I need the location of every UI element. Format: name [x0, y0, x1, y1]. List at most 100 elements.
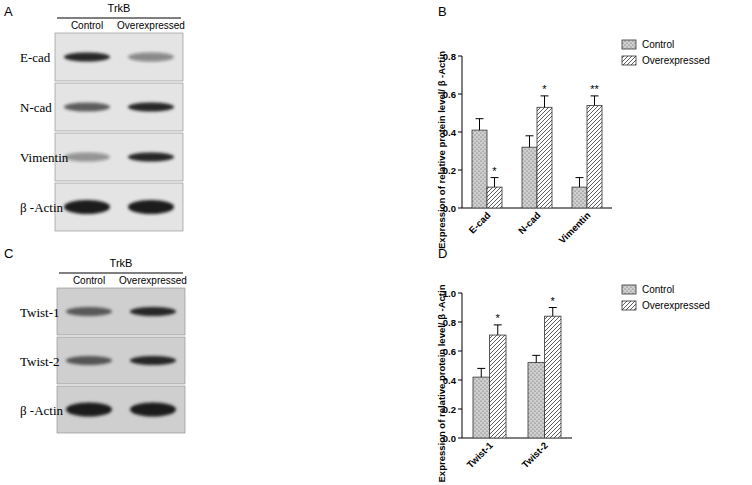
lane-label: Control: [73, 275, 105, 286]
x-tick-label: Vimentin: [556, 210, 592, 246]
blot-header: TrkB: [108, 2, 131, 14]
row-label: Twist-2: [20, 354, 60, 369]
y-axis-label: Expression of relative protein level/ β …: [436, 51, 447, 249]
bar: [473, 377, 490, 438]
lane-label: Overexpressed: [119, 275, 187, 286]
legend-swatch: [622, 40, 636, 49]
bar: [537, 107, 552, 208]
lane-label: Control: [71, 20, 103, 31]
error-bar: [477, 368, 485, 377]
legend: Control Overexpressed: [622, 39, 710, 66]
legend: Control Overexpressed: [622, 284, 710, 311]
band: [66, 403, 112, 417]
y-tick-label: 0.4: [443, 375, 457, 386]
band: [130, 356, 176, 365]
band: [128, 200, 174, 214]
header-line: [59, 273, 183, 274]
y-tick: [458, 94, 462, 95]
blot-strip: [55, 133, 183, 181]
western-blot: TrkB Control Overexpressed E-cad N-cad Viment…: [20, 2, 185, 231]
significance: *: [492, 165, 497, 177]
band: [130, 403, 176, 417]
legend-label: Overexpressed: [642, 55, 710, 66]
band: [64, 53, 110, 62]
y-tick: [458, 380, 462, 381]
y-tick: [458, 293, 462, 294]
blot-strip: [55, 183, 183, 231]
legend-swatch: [622, 285, 636, 294]
lane-label: Overexpressed: [117, 20, 185, 31]
row-label: β -Actin: [20, 403, 64, 418]
blot-strip: [55, 33, 183, 81]
bar: [587, 105, 602, 208]
legend-label: Control: [642, 39, 674, 50]
significance: *: [496, 312, 501, 324]
significance: **: [590, 83, 599, 95]
figure: ABCDTrkBControlOverexpressedE-cadN-cadVi…: [0, 0, 752, 485]
background: [0, 0, 752, 485]
band: [64, 200, 110, 214]
band: [128, 153, 174, 162]
row-label: Twist-1: [20, 305, 60, 320]
legend-swatch: [622, 301, 636, 310]
y-tick: [458, 409, 462, 410]
error-bar: [549, 308, 557, 317]
bar: [472, 130, 487, 208]
x-tick-label: Twist-1: [464, 439, 495, 470]
blot-header: TrkB: [110, 257, 133, 269]
legend-label: Overexpressed: [642, 300, 710, 311]
marks: [472, 96, 602, 208]
bar: [490, 335, 507, 438]
western-blot: TrkB Control Overexpressed Twist-1 Twist-2 β …: [20, 257, 187, 433]
panel-label: B: [438, 4, 447, 19]
y-tick-label: 0.8: [443, 51, 456, 62]
significance: *: [542, 83, 547, 95]
error-bar: [476, 119, 484, 130]
row-label: β -Actin: [20, 200, 64, 215]
error-bar: [494, 325, 502, 335]
y-tick-label: 0.8: [443, 317, 456, 328]
bar: [545, 316, 562, 438]
y-axis: [462, 293, 463, 438]
blot-strip: [55, 83, 183, 131]
error-bar: [541, 96, 549, 107]
y-tick: [458, 170, 462, 171]
y-tick: [458, 132, 462, 133]
significance: *: [551, 295, 556, 307]
band: [64, 103, 110, 112]
y-tick: [458, 438, 462, 439]
panel-label: A: [4, 4, 13, 19]
x-tick-label: Twist-2: [519, 440, 549, 470]
y-tick-label: 0.0: [443, 203, 456, 214]
y-tick: [458, 56, 462, 57]
y-tick-label: 0.2: [443, 404, 456, 415]
error-bar: [532, 355, 540, 362]
band: [130, 307, 176, 316]
blot-strip: [57, 337, 185, 384]
error-bar: [591, 96, 599, 106]
band: [128, 103, 174, 112]
bar: [572, 187, 587, 208]
y-tick-label: 0.6: [443, 89, 456, 100]
y-tick: [458, 351, 462, 352]
y-tick: [458, 322, 462, 323]
legend-label: Control: [642, 284, 674, 295]
bar-chart: Expression of relative protein level/ β …: [436, 284, 710, 482]
bar: [528, 363, 545, 438]
y-tick-label: 0.6: [443, 346, 456, 357]
error-bar: [576, 178, 584, 188]
header-line: [57, 18, 181, 19]
x-tick-label: N-cad: [516, 210, 543, 237]
row-label: E-cad: [20, 50, 51, 65]
y-tick-label: 0.4: [443, 127, 457, 138]
band: [66, 307, 112, 316]
row-label: Vimentin: [20, 150, 69, 165]
y-tick-label: 0.2: [443, 165, 456, 176]
x-tick-label: E-cad: [466, 210, 492, 236]
blot-strip: [57, 288, 185, 335]
panel-label: C: [4, 246, 13, 261]
row-label: N-cad: [20, 100, 52, 115]
legend-swatch: [622, 56, 636, 65]
error-bar: [491, 178, 499, 188]
bar-chart: Expression of relative protein level/ β …: [436, 39, 710, 249]
